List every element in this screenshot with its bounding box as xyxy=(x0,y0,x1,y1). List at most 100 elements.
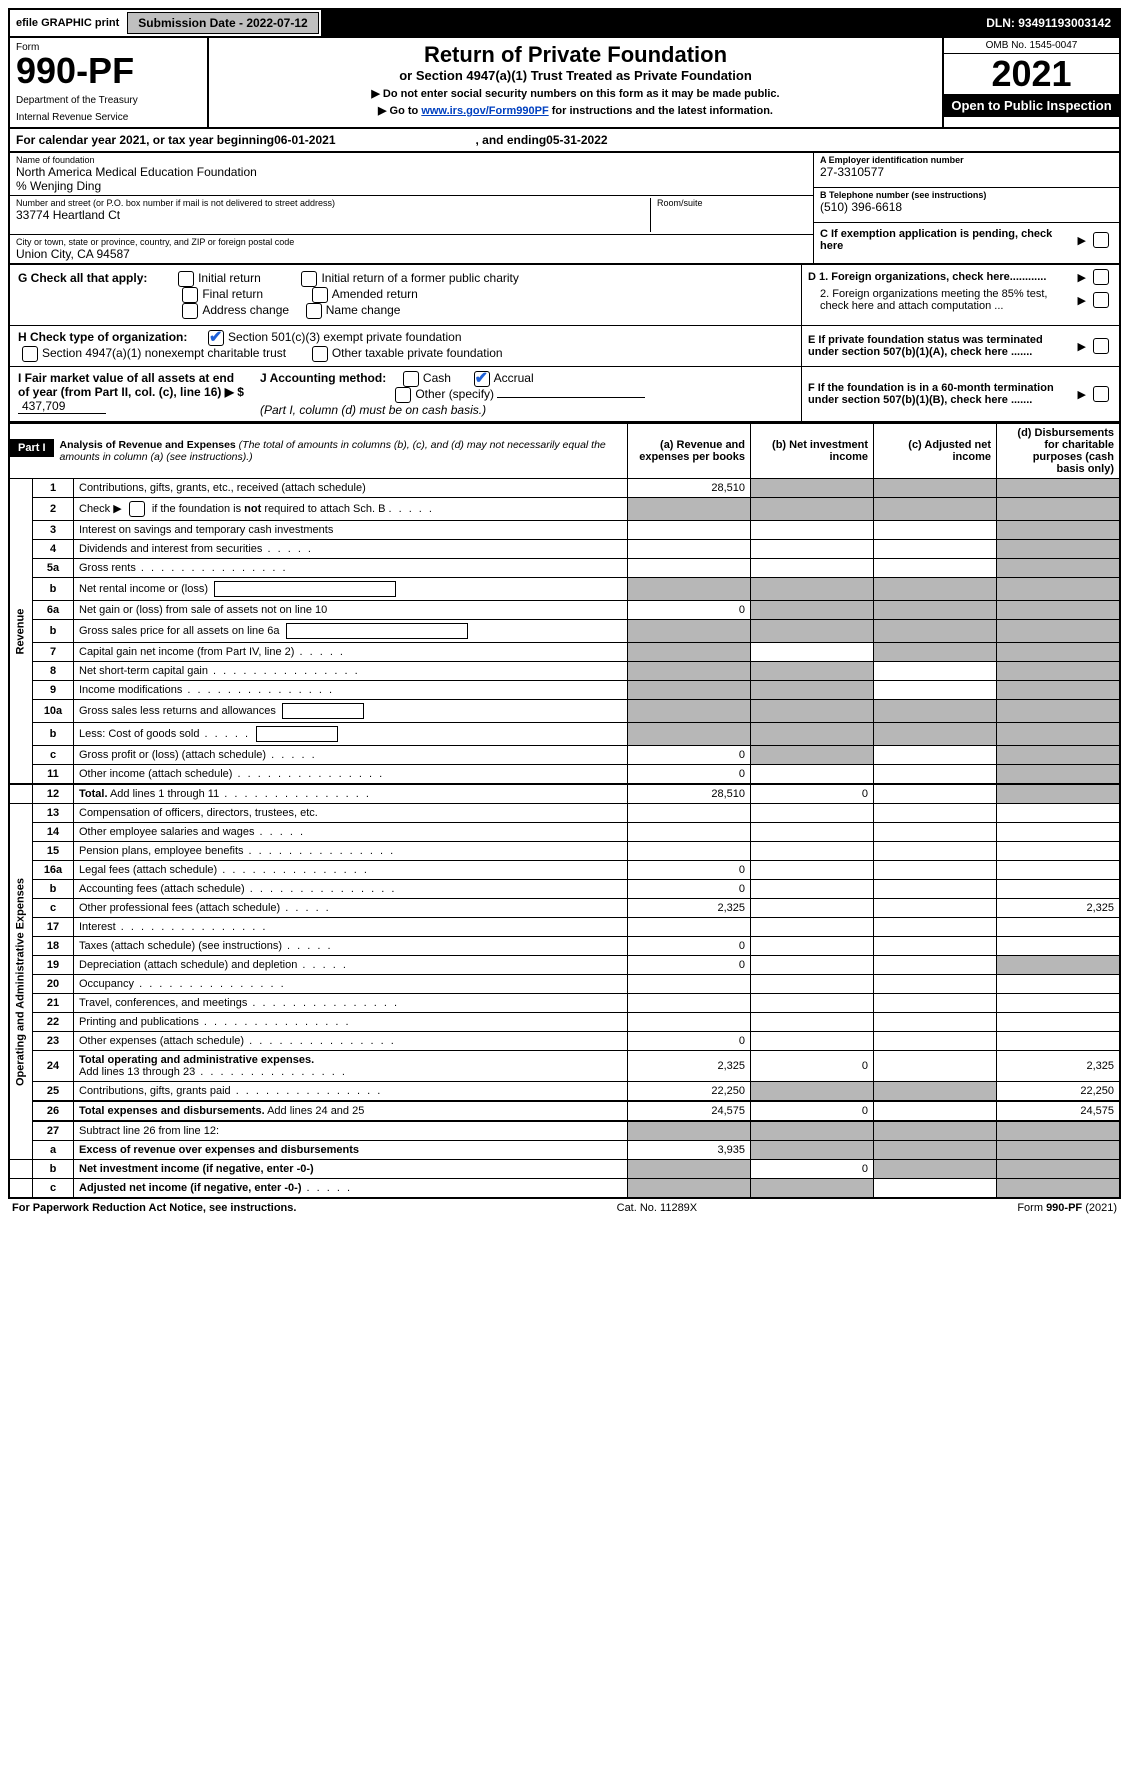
phone-label: B Telephone number (see instructions) xyxy=(820,190,1113,200)
r10a-desc: Gross sales less returns and allowances xyxy=(74,700,628,723)
i-value: 437,709 xyxy=(18,399,106,414)
irs-label: Internal Revenue Service xyxy=(16,112,201,123)
r26-num: 26 xyxy=(33,1101,74,1121)
g-initial-checkbox[interactable] xyxy=(178,271,194,287)
row-23: 23 Other expenses (attach schedule) 0 xyxy=(9,1032,1120,1051)
r2-num: 2 xyxy=(33,498,74,521)
r2-desc: Check ▶ if the foundation is not require… xyxy=(74,498,628,521)
part1-title: Analysis of Revenue and Expenses xyxy=(60,439,236,451)
open-inspection: Open to Public Inspection xyxy=(944,94,1119,117)
i-block: I Fair market value of all assets at end… xyxy=(18,371,248,417)
r7-num: 7 xyxy=(33,643,74,662)
g-final-checkbox[interactable] xyxy=(182,287,198,303)
r9-desc: Income modifications xyxy=(74,681,628,700)
part1-header-row: Part I Analysis of Revenue and Expenses … xyxy=(9,424,1120,479)
r18-a: 0 xyxy=(628,937,751,956)
r27-desc: Subtract line 26 from line 12: xyxy=(74,1121,628,1141)
cal-end: 05-31-2022 xyxy=(546,133,607,147)
row-12: 12 Total. Add lines 1 through 11 28,510 … xyxy=(9,784,1120,804)
h-other-checkbox[interactable] xyxy=(312,346,328,362)
r27a-a: 3,935 xyxy=(628,1141,751,1160)
submission-date-button[interactable]: Submission Date - 2022-07-12 xyxy=(127,12,318,34)
r4-num: 4 xyxy=(33,540,74,559)
f-block: F If the foundation is in a 60-month ter… xyxy=(802,367,1119,421)
header-right: OMB No. 1545-0047 2021 Open to Public In… xyxy=(942,38,1119,127)
exemption-checkbox[interactable] xyxy=(1093,232,1109,248)
top-spacer xyxy=(321,10,987,36)
r24-b: 0 xyxy=(751,1051,874,1082)
j-other-checkbox[interactable] xyxy=(395,387,411,403)
row-27c: c Adjusted net income (if negative, ente… xyxy=(9,1179,1120,1199)
row-16b: b Accounting fees (attach schedule) 0 xyxy=(9,880,1120,899)
r12-num: 12 xyxy=(33,784,74,804)
g-former-checkbox[interactable] xyxy=(301,271,317,287)
r5a-num: 5a xyxy=(33,559,74,578)
r10a-input[interactable] xyxy=(282,703,364,719)
schb-checkbox[interactable] xyxy=(129,501,145,517)
r10b-input[interactable] xyxy=(256,726,338,742)
r25-num: 25 xyxy=(33,1082,74,1102)
j-accrual-checkbox[interactable] xyxy=(474,371,490,387)
j-cash-checkbox[interactable] xyxy=(403,371,419,387)
form-title: Return of Private Foundation xyxy=(217,42,934,68)
r15-desc: Pension plans, employee benefits xyxy=(74,842,628,861)
name-cell: Name of foundation North America Medical… xyxy=(10,153,813,196)
arrow-icon: ▶ xyxy=(1078,234,1086,247)
footer: For Paperwork Reduction Act Notice, see … xyxy=(8,1199,1121,1217)
col-b-head: (b) Net investment income xyxy=(751,424,874,479)
r7-desc: Capital gain net income (from Part IV, l… xyxy=(74,643,628,662)
g-amended-checkbox[interactable] xyxy=(312,287,328,303)
r11-desc: Other income (attach schedule) xyxy=(74,765,628,785)
col-c-head: (c) Adjusted net income xyxy=(874,424,997,479)
d2-label: 2. Foreign organizations meeting the 85%… xyxy=(808,288,1075,312)
f-checkbox[interactable] xyxy=(1093,386,1109,402)
r6b-input[interactable] xyxy=(286,623,468,639)
h-501c3-checkbox[interactable] xyxy=(208,330,224,346)
goto-line: ▶ Go to www.irs.gov/Form990PF for instru… xyxy=(217,104,934,117)
r16a-desc: Legal fees (attach schedule) xyxy=(74,861,628,880)
row-27a: a Excess of revenue over expenses and di… xyxy=(9,1141,1120,1160)
row-10a: 10a Gross sales less returns and allowan… xyxy=(9,700,1120,723)
j-accrual: Accrual xyxy=(494,371,534,385)
d1-checkbox[interactable] xyxy=(1093,269,1109,285)
h-4947-checkbox[interactable] xyxy=(22,346,38,362)
omb-number: OMB No. 1545-0047 xyxy=(944,38,1119,54)
r5b-input[interactable] xyxy=(214,581,396,597)
g-name-checkbox[interactable] xyxy=(306,303,322,319)
d2-checkbox[interactable] xyxy=(1093,292,1109,308)
j-other-input[interactable] xyxy=(497,397,645,398)
part1-desc: Analysis of Revenue and Expenses (The to… xyxy=(54,439,627,463)
r6a-desc: Net gain or (loss) from sale of assets n… xyxy=(74,601,628,620)
r10c-desc: Gross profit or (loss) (attach schedule) xyxy=(74,746,628,765)
ein-value: 27-3310577 xyxy=(820,165,1113,179)
r24-num: 24 xyxy=(33,1051,74,1082)
r16c-desc: Other professional fees (attach schedule… xyxy=(74,899,628,918)
r12-b: 0 xyxy=(751,784,874,804)
i-j-f-row: I Fair market value of all assets at end… xyxy=(8,367,1121,423)
footer-right: Form 990-PF (2021) xyxy=(1017,1202,1117,1214)
f-label: F If the foundation is in a 60-month ter… xyxy=(808,382,1075,406)
e-checkbox[interactable] xyxy=(1093,338,1109,354)
g-d-block: G Check all that apply: Initial return I… xyxy=(8,265,1121,326)
name-label: Name of foundation xyxy=(16,155,807,165)
r19-a: 0 xyxy=(628,956,751,975)
dln-label: DLN: 93491193003142 xyxy=(986,10,1119,36)
g-opt-0: Initial return xyxy=(198,271,261,285)
g-address-checkbox[interactable] xyxy=(182,303,198,319)
g-opt-5: Name change xyxy=(326,303,401,317)
instructions-link[interactable]: www.irs.gov/Form990PF xyxy=(421,105,548,117)
arrow-icon: ▶ xyxy=(1078,271,1086,284)
form-number: 990-PF xyxy=(16,53,201,89)
row-5a: 5a Gross rents xyxy=(9,559,1120,578)
form-subtitle: or Section 4947(a)(1) Trust Treated as P… xyxy=(217,68,934,83)
footer-left: For Paperwork Reduction Act Notice, see … xyxy=(12,1202,296,1214)
r26-a: 24,575 xyxy=(628,1101,751,1121)
r27-num: 27 xyxy=(33,1121,74,1141)
r6b-desc: Gross sales price for all assets on line… xyxy=(74,620,628,643)
h-label: H Check type of organization: xyxy=(18,330,187,344)
exemption-cell: C If exemption application is pending, c… xyxy=(814,223,1119,257)
dept-treasury: Department of the Treasury xyxy=(16,95,201,106)
r14-desc: Other employee salaries and wages xyxy=(74,823,628,842)
room-label: Room/suite xyxy=(657,198,807,208)
r25-desc: Contributions, gifts, grants paid xyxy=(74,1082,628,1102)
